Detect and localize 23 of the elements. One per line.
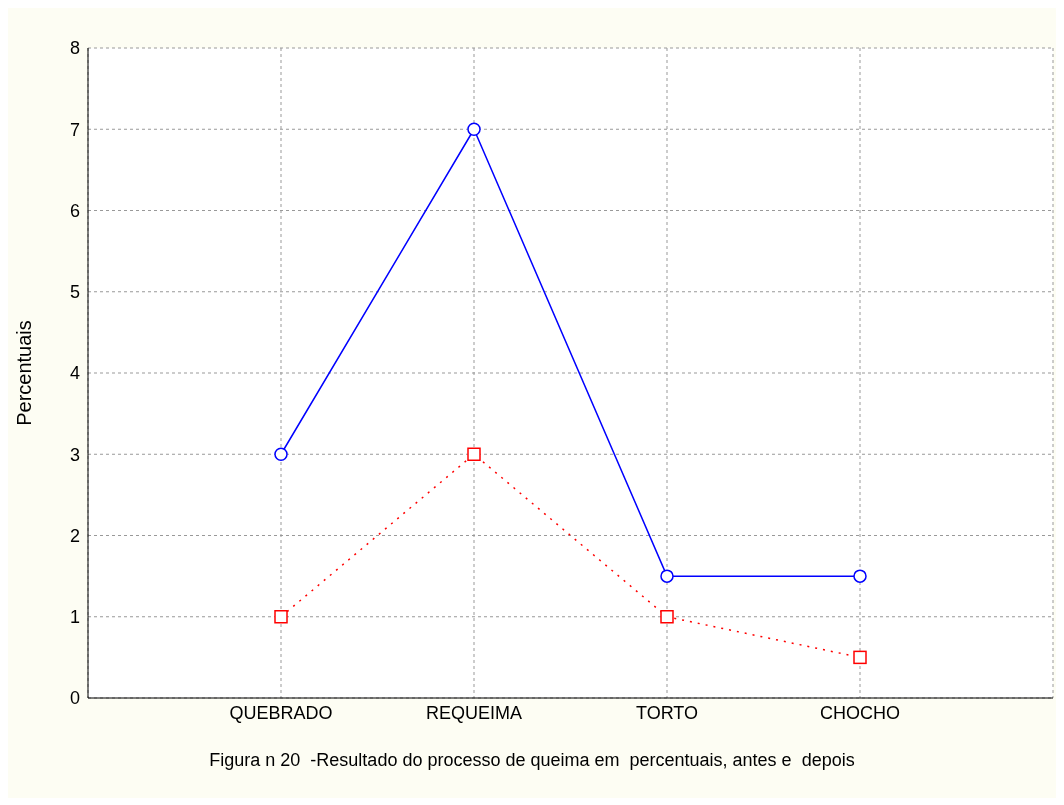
- y-tick-label: 0: [69, 688, 80, 709]
- point: [274, 610, 288, 624]
- point: [274, 447, 288, 461]
- point: [467, 447, 481, 461]
- y-tick-label: 2: [69, 525, 80, 546]
- y-tick-label: 1: [69, 607, 80, 628]
- y-tick-label: 6: [69, 200, 80, 221]
- y-tick-label: 7: [69, 119, 80, 140]
- y-axis-title: Percentuais: [13, 320, 36, 426]
- point: [660, 610, 674, 624]
- text: Figura n 20 -Resultado do processo de queima em percentuais, antes e depois: [208, 750, 856, 771]
- point: [660, 569, 674, 583]
- y-tick-label: 5: [69, 282, 80, 303]
- point: [467, 122, 481, 136]
- x-tick-label: REQUEIMA: [425, 702, 523, 723]
- point: [853, 569, 867, 583]
- point: [853, 650, 867, 665]
- x-tick-label: TORTO: [635, 702, 699, 723]
- x-tick-label: CHOCHO: [820, 702, 900, 723]
- y-tick-label: 8: [69, 38, 80, 59]
- x-tick-label: QUEBRADO: [229, 702, 333, 723]
- y-tick-label: 3: [69, 444, 80, 465]
- y-tick-label: 4: [69, 363, 80, 384]
